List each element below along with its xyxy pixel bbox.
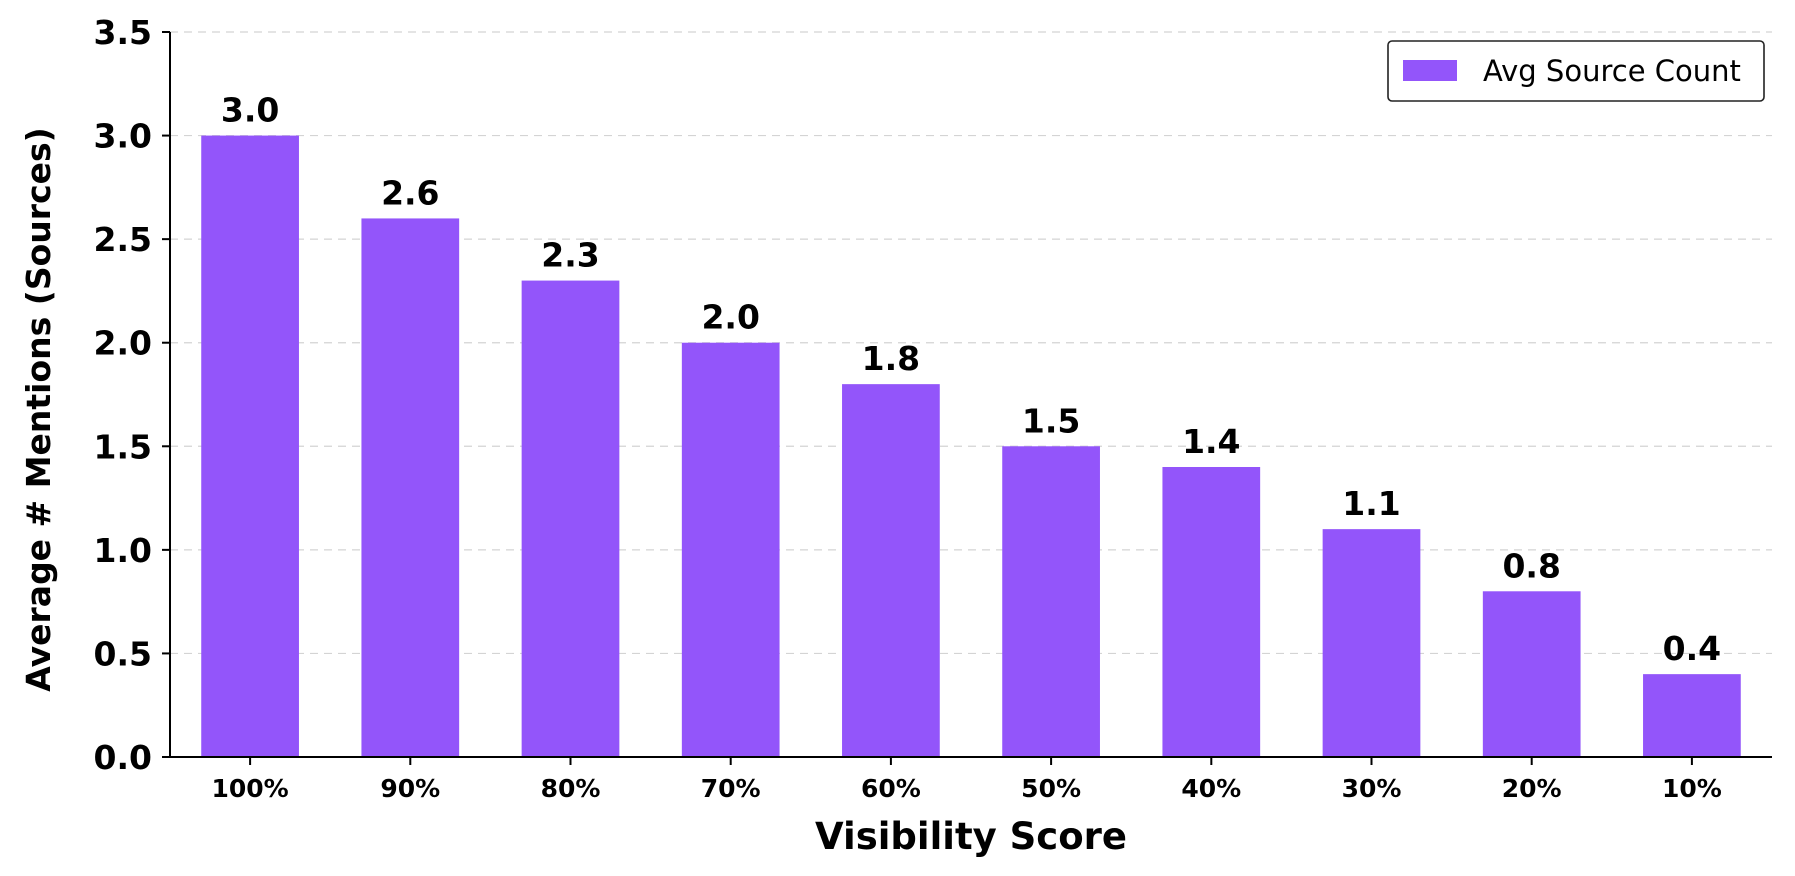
y-tick-label: 3.0 <box>94 117 152 156</box>
y-tick-label: 0.5 <box>94 634 152 673</box>
data-label: 1.8 <box>862 339 920 378</box>
legend-box <box>1387 40 1765 102</box>
data-label: 2.0 <box>701 298 759 337</box>
data-label: 1.1 <box>1342 484 1400 523</box>
data-labels: 3.0 2.6 2.3 2.0 1.8 1.5 1.4 1.1 0.8 0.4 <box>221 91 1721 669</box>
bar <box>1643 674 1741 757</box>
y-ticks: 0.0 0.5 1.0 1.5 2.0 2.5 3.0 3.5 <box>94 13 170 777</box>
bar <box>201 135 299 758</box>
bars <box>201 135 1741 758</box>
bar <box>1162 467 1261 757</box>
axes <box>169 32 1772 758</box>
legend: Avg Source Count <box>1387 40 1765 102</box>
data-label: 0.8 <box>1502 546 1560 585</box>
data-label: 1.5 <box>1022 401 1080 440</box>
y-tick-label: 1.0 <box>94 531 152 570</box>
x-tick-label: 90% <box>380 774 440 803</box>
data-label: 1.4 <box>1182 422 1240 461</box>
x-axis-title: Visibility Score <box>815 815 1127 858</box>
x-tick-label: 80% <box>541 774 601 803</box>
bar <box>1322 529 1421 757</box>
bar <box>681 342 780 757</box>
y-tick-label: 0.0 <box>94 738 152 777</box>
bar <box>1482 591 1581 757</box>
x-tick-label: 10% <box>1662 774 1722 803</box>
x-tick-label: 60% <box>861 774 921 803</box>
bar <box>361 218 460 757</box>
x-tick-label: 20% <box>1502 774 1562 803</box>
x-tick-label: 30% <box>1342 774 1402 803</box>
bar <box>842 384 940 757</box>
data-label: 3.0 <box>221 91 279 130</box>
data-label: 0.4 <box>1663 629 1721 668</box>
y-tick-label: 1.5 <box>94 427 152 466</box>
bar <box>521 280 620 757</box>
legend-swatch <box>1403 60 1457 81</box>
y-tick-label: 2.5 <box>94 220 152 259</box>
y-axis-title: Average # Mentions (Sources) <box>19 127 58 691</box>
bar <box>1002 446 1100 757</box>
y-tick-label: 3.5 <box>94 13 152 52</box>
x-tick-label: 40% <box>1181 774 1241 803</box>
x-tick-label: 70% <box>701 774 761 803</box>
y-tick-label: 2.0 <box>94 324 152 363</box>
x-tick-label: 100% <box>211 774 288 803</box>
x-tick-label: 50% <box>1021 774 1081 803</box>
legend-label: Avg Source Count <box>1483 54 1741 88</box>
data-label: 2.3 <box>541 236 599 275</box>
data-label: 2.6 <box>381 173 439 212</box>
x-ticks: 100% 90% 80% 70% 60% 50% 40% 30% 20% 10% <box>211 757 1722 803</box>
